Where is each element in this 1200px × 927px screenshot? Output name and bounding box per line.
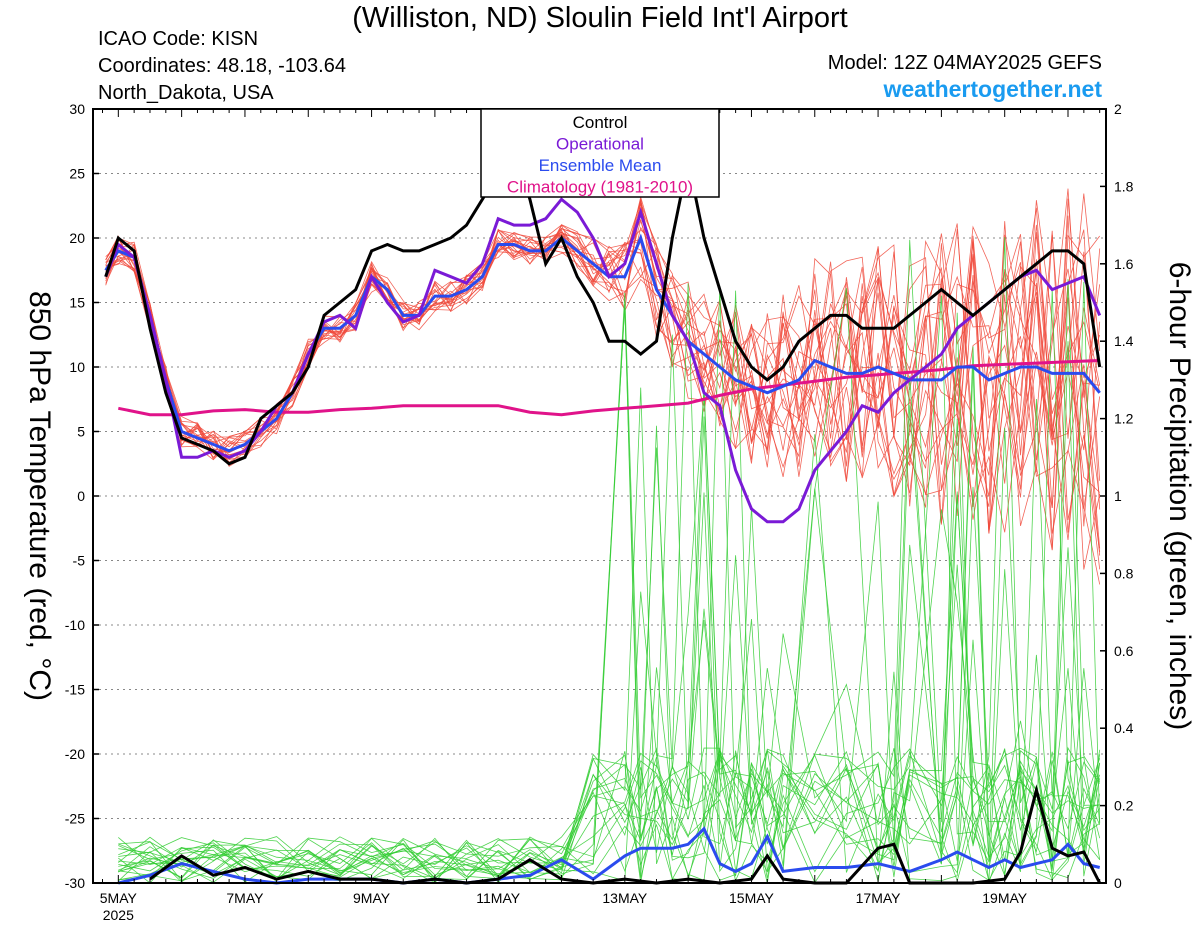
legend-item-ensemble-mean: Ensemble Mean (539, 156, 662, 175)
y2-tick-label: 1 (1114, 488, 1122, 504)
precipitation-member-line (118, 366, 1101, 884)
y2-tick-label: 0.8 (1114, 565, 1134, 581)
y-tick-label: 10 (69, 359, 85, 375)
precipitation-member-line (118, 654, 1101, 884)
y2-tick-label: 0 (1114, 875, 1122, 891)
legend-item-control: Control (573, 113, 628, 132)
chart-title: (Williston, ND) Sloulin Field Int'l Airp… (352, 2, 848, 34)
y2-tick-label: 0.4 (1114, 720, 1134, 736)
precipitation-member-line (118, 501, 1101, 881)
y-tick-label: -25 (65, 811, 85, 827)
x-tick-label: 13MAY (602, 890, 648, 906)
y2-tick-label: 1.6 (1114, 256, 1134, 272)
precipitation-member-line (118, 290, 1101, 882)
y-tick-label: 5 (77, 424, 85, 440)
main-series (104, 144, 1102, 885)
website-link[interactable]: weathertogether.net (883, 76, 1102, 102)
x-tick-sublabel: 2025 (103, 907, 134, 923)
x-tick-label: 11MAY (476, 890, 520, 906)
y-tick-label: 30 (69, 101, 85, 117)
x-tick-label: 17MAY (856, 890, 902, 906)
y-tick-label: -15 (65, 682, 85, 698)
y-tick-label: -5 (73, 553, 86, 569)
ensemble-members (105, 188, 1101, 884)
temperature-member-line (105, 188, 1101, 552)
y-tick-label: 0 (77, 488, 85, 504)
y2-axis-label: 6-hour Precipitation (green, inches) (1163, 262, 1196, 731)
precipitation-member-line (118, 312, 1100, 878)
x-tick-label: 7MAY (226, 890, 264, 906)
y-tick-label: -30 (65, 875, 85, 891)
legend-box (480, 108, 720, 198)
y2-tick-label: 0.2 (1114, 798, 1134, 814)
control-line (104, 144, 1102, 466)
x-tick-label: 15MAY (729, 890, 775, 906)
x-tick-label: 5MAY (100, 890, 138, 906)
y-tick-label: 20 (69, 230, 85, 246)
legend-item-climatology: Climatology (1981-2010) (507, 178, 693, 197)
y-tick-label: -20 (65, 746, 85, 762)
operational-line (104, 197, 1102, 524)
precipitation-member-line (118, 486, 1101, 881)
x-tick-label: 9MAY (353, 890, 391, 906)
icao-code: ICAO Code: KISN (98, 28, 259, 50)
region: North_Dakota, USA (98, 82, 274, 104)
y2-tick-label: 1.2 (1114, 411, 1134, 427)
temperature-member-line (105, 200, 1101, 533)
legend-item-operational: Operational (556, 135, 644, 154)
y2-tick-label: 1.4 (1114, 333, 1134, 349)
precipitation-member-line (118, 425, 1101, 884)
axes: -30-25-20-15-10-505101520253000.20.40.60… (65, 101, 1134, 923)
y2-tick-label: 2 (1114, 101, 1122, 117)
x-tick-label: 19MAY (982, 890, 1028, 906)
legend: Control Operational Ensemble Mean Climatolo… (480, 108, 720, 198)
precipitation-member-line (118, 295, 1101, 881)
precipitation-member-line (118, 281, 1101, 884)
y-tick-label: -10 (65, 617, 85, 633)
coordinates: Coordinates: 48.18, -103.64 (98, 55, 346, 77)
temperature-member-line (105, 224, 1101, 570)
y-tick-label: 15 (69, 295, 85, 311)
y2-tick-label: 0.6 (1114, 643, 1134, 659)
ensemble-mean-line (104, 233, 1101, 453)
y2-tick-label: 1.8 (1114, 178, 1134, 194)
model-run: Model: 12Z 04MAY2025 GEFS (827, 52, 1102, 74)
y-tick-label: 25 (69, 166, 85, 182)
y-axis-label: 850 hPa Temperature (red, °C) (23, 291, 56, 701)
